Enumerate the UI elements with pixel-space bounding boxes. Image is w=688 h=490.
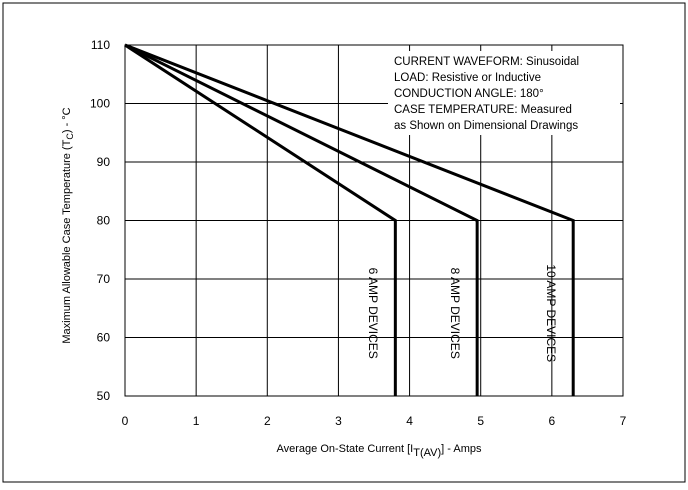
x-axis-label-tail: ] - Amps (441, 443, 482, 455)
x-tick-labels: 0 1 2 3 4 5 6 7 (122, 414, 627, 428)
x-axis-label-main: Average On-State Current [I (276, 443, 413, 455)
y-tick-label: 70 (97, 272, 111, 286)
x-axis-label: Average On-State Current [IT(AV)] - Amps (276, 443, 482, 459)
series-labels: 6 AMP DEVICES 8 AMP DEVICES 10 AMP DEVICES (366, 264, 558, 362)
y-tick-label: 110 (91, 38, 110, 52)
annotation-background (388, 51, 620, 135)
series-label: 10 AMP DEVICES (544, 264, 558, 362)
plot-border (124, 44, 624, 397)
annotation-line: as Shown on Dimensional Drawings (394, 120, 578, 132)
series-label: 8 AMP DEVICES (448, 268, 462, 359)
series-line (124, 43, 479, 396)
annotation-line: CONDUCTION ANGLE: 180° (394, 88, 544, 100)
y-axis-label-tail: ) - °C (61, 107, 73, 133)
x-tick-label: 1 (193, 414, 200, 428)
annotation-box: CURRENT WAVEFORM: Sinusoidal LOAD: Resist… (388, 51, 620, 135)
y-tick-label: 80 (97, 214, 111, 228)
y-tick-label: 60 (97, 331, 111, 345)
series-line (124, 43, 397, 396)
x-tick-label: 4 (406, 414, 413, 428)
x-tick-label: 6 (549, 414, 556, 428)
x-tick-label: 5 (477, 414, 484, 428)
x-axis-label-sub: T(AV) (413, 447, 441, 459)
y-axis-label-sub: C (65, 133, 75, 140)
series-lines (124, 43, 575, 396)
y-tick-label: 90 (97, 155, 111, 169)
annotation-line: CASE TEMPERATURE: Measured (394, 104, 572, 116)
x-tick-label: 7 (620, 414, 627, 428)
annotation-line: LOAD: Resistive or Inductive (394, 72, 541, 84)
y-axis-label: Maximum Allowable Case Temperature (TC) … (61, 107, 75, 343)
x-tick-label: 3 (335, 414, 342, 428)
series-label: 6 AMP DEVICES (366, 268, 380, 359)
y-tick-labels: 50 60 70 80 90 100 110 (90, 38, 110, 403)
annotation-line: CURRENT WAVEFORM: Sinusoidal (394, 56, 579, 68)
x-tick-label: 2 (264, 414, 271, 428)
series-line (124, 43, 575, 396)
y-tick-label: 100 (90, 97, 110, 111)
outer-border (2, 2, 686, 483)
y-axis-label-main: Maximum Allowable Case Temperature (T (61, 139, 73, 343)
x-tick-label: 0 (122, 414, 129, 428)
y-tick-label: 50 (97, 389, 111, 403)
